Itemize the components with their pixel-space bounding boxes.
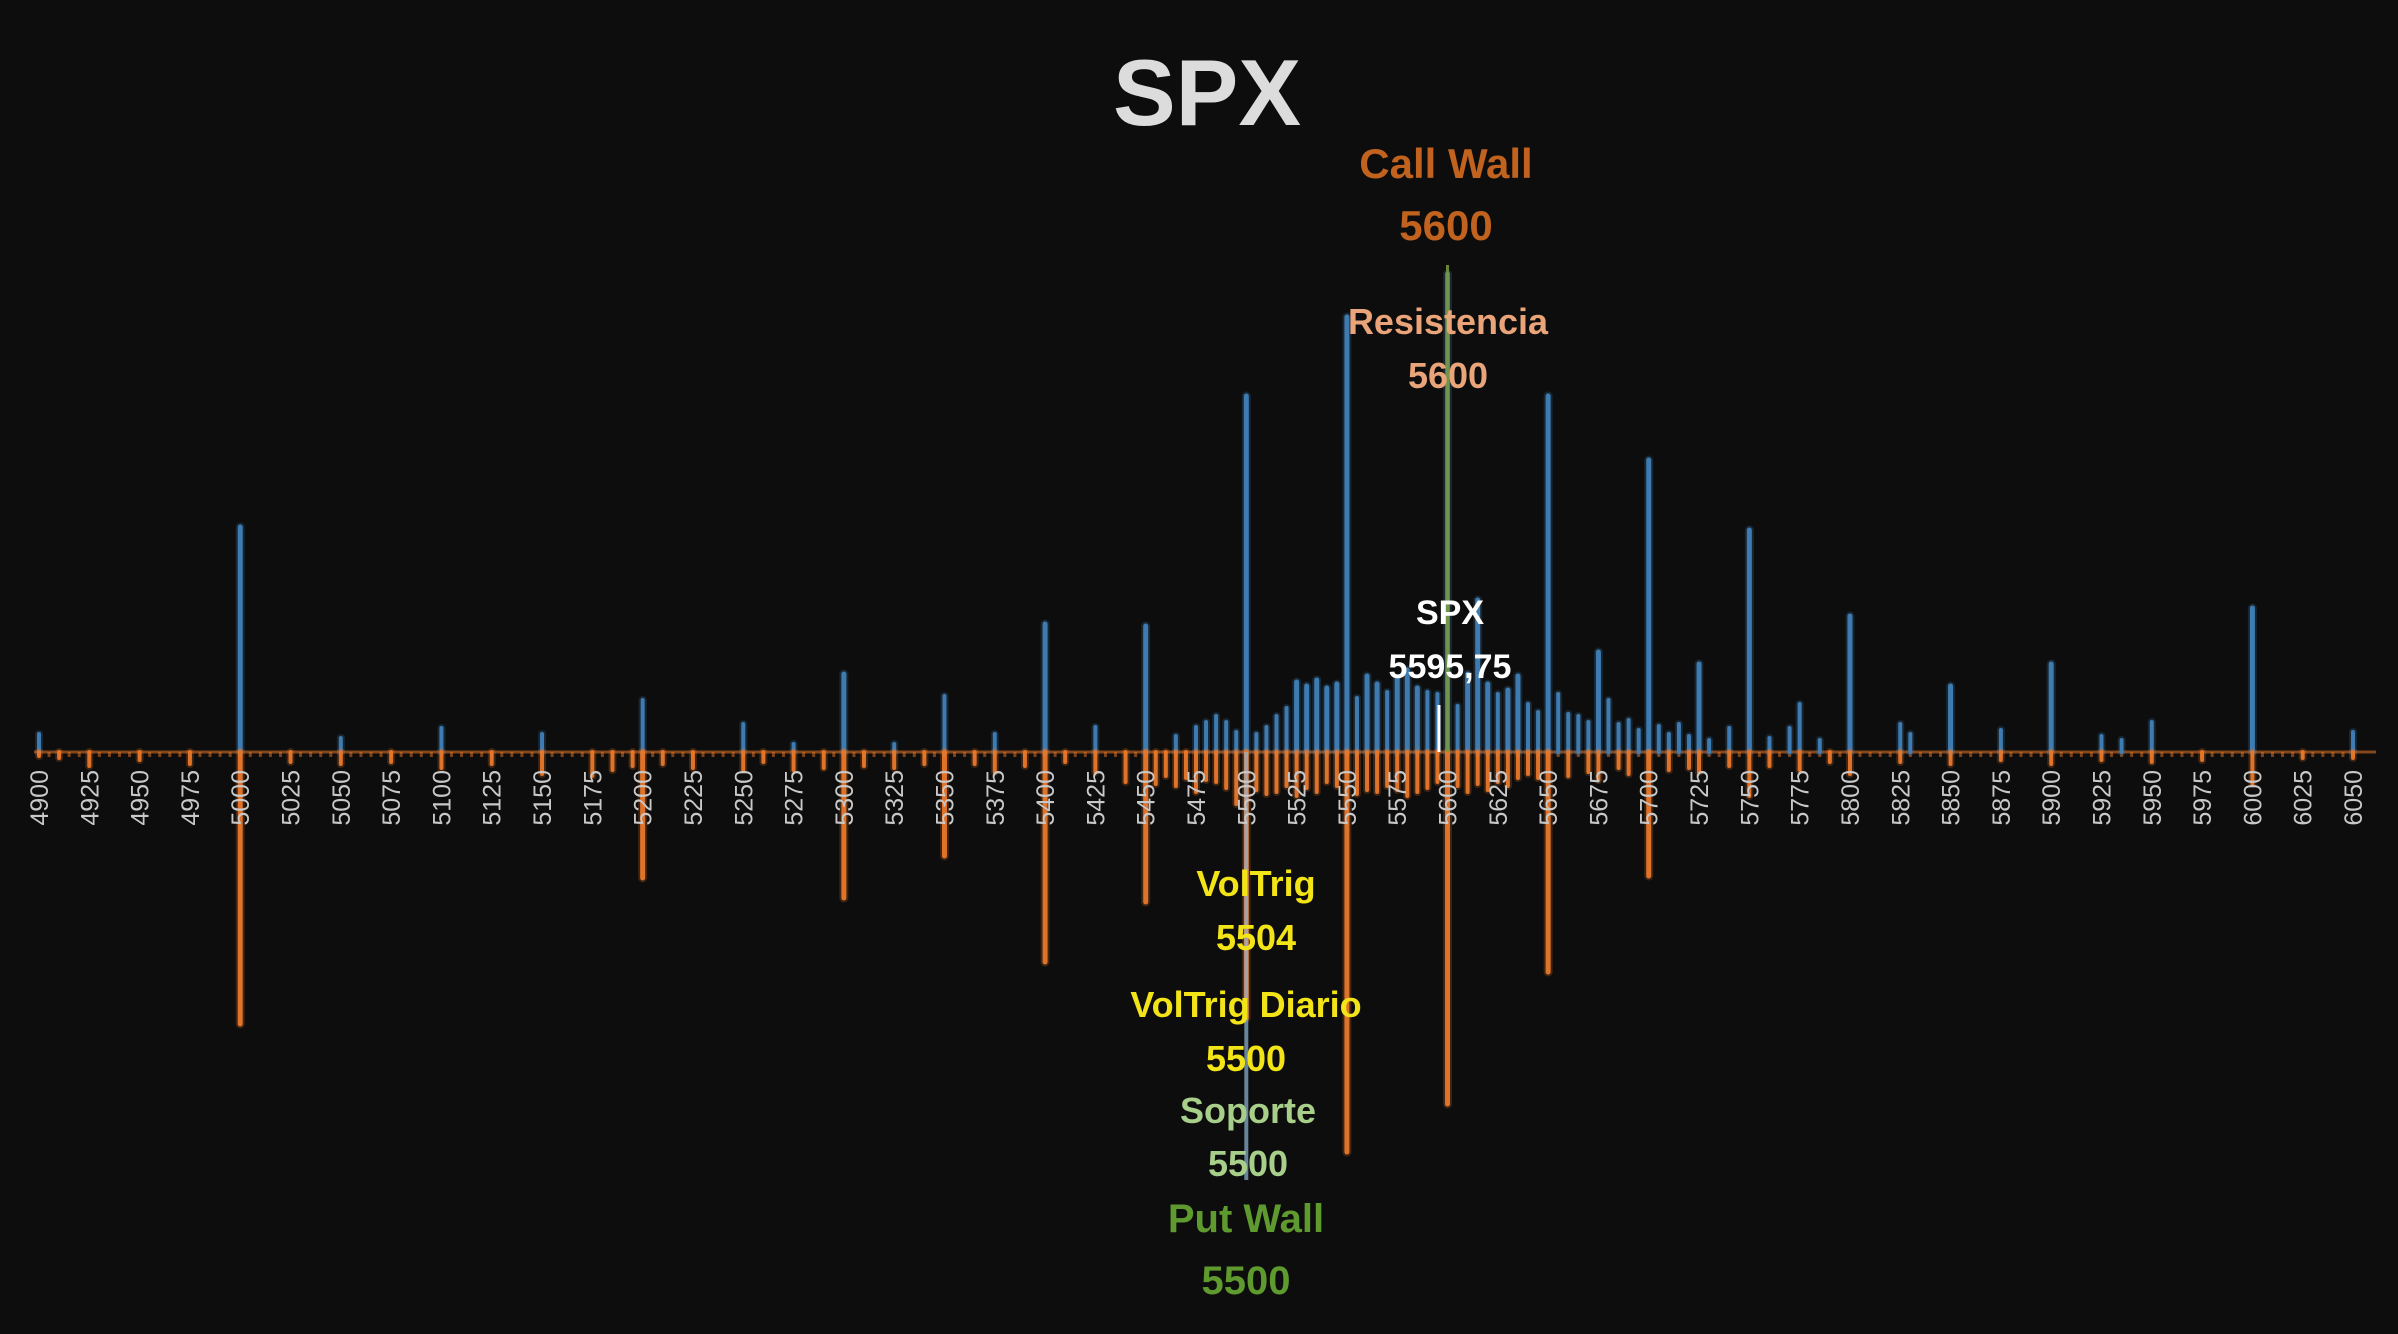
x-tick-label: 5550 xyxy=(1334,770,1362,826)
x-tick-label: 5975 xyxy=(2189,770,2217,826)
x-tick-label: 6050 xyxy=(2340,770,2368,826)
x-tick-label: 5050 xyxy=(328,770,356,826)
x-tick-label: 5625 xyxy=(1485,770,1513,826)
x-axis-ticks: 4900 4925 4950 4975 5000 5025 5050 5075 5100 5125… xyxy=(26,770,2368,826)
x-tick-label: 5900 xyxy=(2038,770,2066,826)
level-labels: Call Wall 5600 Resistencia 5600 SPX 5595,75 Vo… xyxy=(1130,140,1549,1303)
x-tick-label: 6025 xyxy=(2290,770,2318,826)
x-tick-label: 5525 xyxy=(1284,770,1312,826)
x-tick-label: 5350 xyxy=(931,770,959,826)
x-tick-label: 5425 xyxy=(1082,770,1110,826)
x-tick-label: 5750 xyxy=(1736,770,1764,826)
resistencia-annotation: Resistencia 5600 xyxy=(1348,301,1549,396)
x-tick-label: 5850 xyxy=(1938,770,1966,826)
x-tick-label: 5025 xyxy=(278,770,306,826)
soporte-value: 5500 xyxy=(1208,1143,1288,1184)
x-tick-label: 5725 xyxy=(1686,770,1714,826)
x-tick-label: 4950 xyxy=(127,770,155,826)
x-tick-label: 5650 xyxy=(1535,770,1563,826)
x-tick-label: 5375 xyxy=(982,770,1010,826)
voltrig-diario-value: 5500 xyxy=(1206,1038,1286,1079)
voltrig-diario-annotation: VolTrig Diario 5500 xyxy=(1130,984,1361,1079)
x-tick-label: 5925 xyxy=(2088,770,2116,826)
put-wall-label: Put Wall xyxy=(1168,1197,1324,1241)
voltrig-label: VolTrig xyxy=(1196,863,1315,904)
bars-layer xyxy=(34,269,2376,1157)
x-tick-label: 5325 xyxy=(881,770,909,826)
x-tick-label: 5825 xyxy=(1887,770,1915,826)
x-tick-label: 5075 xyxy=(378,770,406,826)
x-tick-label: 5400 xyxy=(1032,770,1060,826)
x-tick-label: 5675 xyxy=(1585,770,1613,826)
resistencia-label: Resistencia xyxy=(1348,301,1549,342)
x-tick-label: 5875 xyxy=(1988,770,2016,826)
x-tick-label: 5950 xyxy=(2139,770,2167,826)
x-tick-label: 5575 xyxy=(1384,770,1412,826)
voltrig-value: 5504 xyxy=(1216,917,1296,958)
put-wall-annotation: Put Wall 5500 xyxy=(1168,1197,1324,1303)
x-tick-label: 5100 xyxy=(428,770,456,826)
put-wall-value: 5500 xyxy=(1202,1259,1291,1303)
voltrig-diario-label: VolTrig Diario xyxy=(1130,984,1361,1025)
spx-annotation: SPX 5595,75 xyxy=(1389,594,1512,686)
x-tick-label: 5225 xyxy=(680,770,708,826)
wall-lines xyxy=(1244,265,1450,1180)
resistencia-value: 5600 xyxy=(1408,355,1488,396)
x-tick-label: 5000 xyxy=(227,770,255,826)
voltrig-annotation: VolTrig 5504 xyxy=(1196,863,1315,958)
x-tick-label: 5150 xyxy=(529,770,557,826)
x-tick-label: 5175 xyxy=(579,770,607,826)
x-tick-label: 5125 xyxy=(479,770,507,826)
x-tick-label: 5275 xyxy=(781,770,809,826)
x-tick-label: 5450 xyxy=(1133,770,1161,826)
call-wall-label: Call Wall xyxy=(1359,140,1532,187)
x-tick-label: 6000 xyxy=(2239,770,2267,826)
x-tick-label: 5500 xyxy=(1233,770,1261,826)
x-tick-label: 5200 xyxy=(630,770,658,826)
x-tick-label: 5600 xyxy=(1435,770,1463,826)
x-tick-label: 4975 xyxy=(177,770,205,826)
x-tick-label: 5250 xyxy=(730,770,758,826)
soporte-label: Soporte xyxy=(1180,1090,1316,1131)
spx-label: SPX xyxy=(1416,594,1484,632)
x-tick-label: 4900 xyxy=(26,770,54,826)
x-tick-label: 5800 xyxy=(1837,770,1865,826)
spx-value: 5595,75 xyxy=(1389,648,1512,686)
x-tick-label: 5775 xyxy=(1787,770,1815,826)
call-wall-annotation: Call Wall 5600 xyxy=(1359,140,1532,249)
call-wall-value: 5600 xyxy=(1399,202,1492,249)
x-tick-label: 5300 xyxy=(831,770,859,826)
chart-title: SPX xyxy=(1113,40,1301,145)
x-tick-label: 5475 xyxy=(1183,770,1211,826)
x-tick-label: 5700 xyxy=(1636,770,1664,826)
soporte-annotation: Soporte 5500 xyxy=(1180,1090,1316,1184)
x-tick-label: 4925 xyxy=(76,770,104,826)
